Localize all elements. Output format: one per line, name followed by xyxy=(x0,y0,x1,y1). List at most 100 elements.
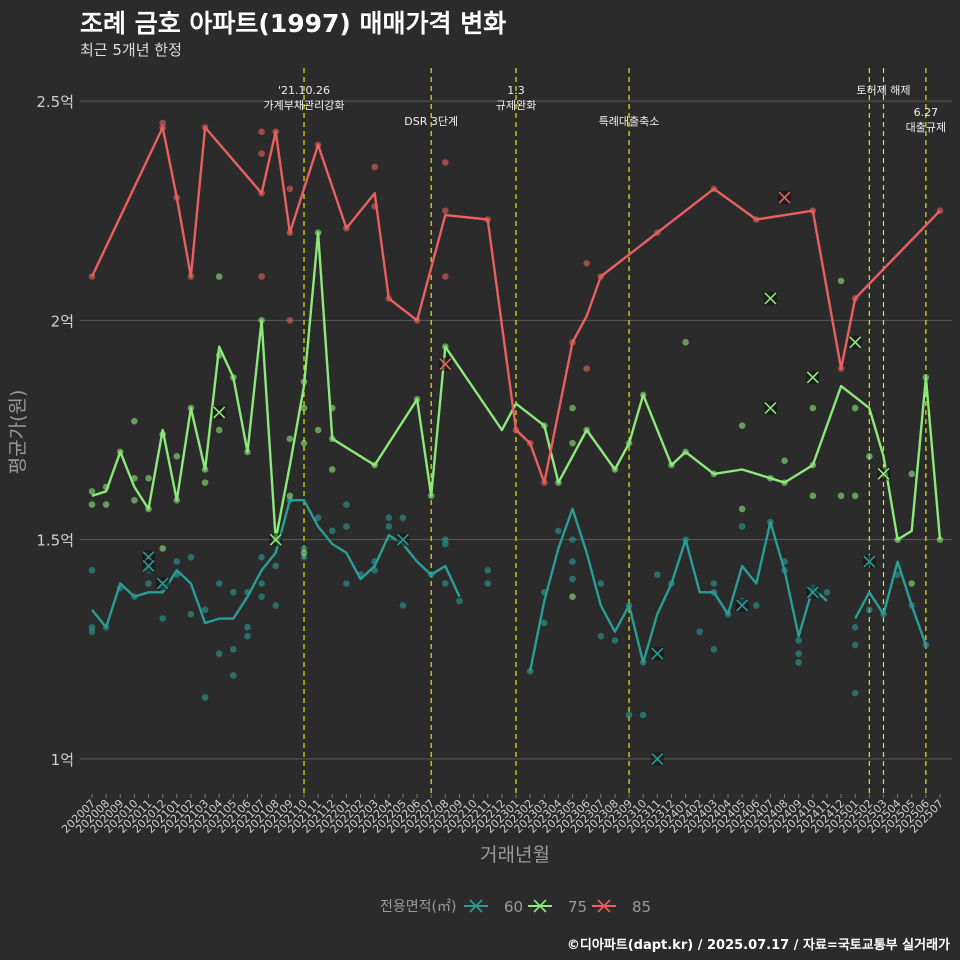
cross-stroke xyxy=(863,555,876,568)
series-85 xyxy=(88,119,944,486)
cross-stroke xyxy=(778,191,791,204)
data-point xyxy=(258,593,265,600)
data-point xyxy=(851,404,859,412)
chart-subtitle: 최근 5개년 한정 xyxy=(80,41,182,59)
data-point xyxy=(738,523,746,530)
data-point xyxy=(540,619,548,627)
data-point xyxy=(639,711,647,719)
data-point xyxy=(866,606,873,614)
data-point xyxy=(611,637,619,644)
data-point xyxy=(286,492,294,500)
data-point xyxy=(936,536,944,543)
x-axis-ticks: 2020072020082020092020102020112020122021… xyxy=(59,794,946,836)
event-label: 가계부채관리강화 xyxy=(264,99,345,112)
data-point xyxy=(908,580,916,587)
cross-stroke xyxy=(142,559,155,573)
cross-stroke xyxy=(877,467,890,480)
data-point xyxy=(300,549,308,557)
cross-marker xyxy=(156,576,170,590)
cross-stroke xyxy=(849,336,862,349)
data-point xyxy=(300,404,308,412)
data-point xyxy=(752,602,760,609)
cross-marker xyxy=(806,585,820,599)
data-point xyxy=(555,527,562,535)
event-label: DSR 3단계 xyxy=(404,115,458,128)
series-75 xyxy=(88,229,944,600)
data-point xyxy=(837,277,845,285)
data-point xyxy=(328,466,336,473)
data-point xyxy=(399,514,407,522)
data-point xyxy=(173,453,181,460)
cross-marker xyxy=(269,533,283,547)
cross-marker xyxy=(650,647,664,661)
data-point xyxy=(696,628,704,636)
cross-stroke xyxy=(213,406,226,419)
legend-key-cross xyxy=(597,899,611,913)
cross-marker xyxy=(862,555,876,569)
data-point xyxy=(286,435,294,443)
series-line xyxy=(90,126,941,484)
data-point xyxy=(258,553,265,561)
data-point xyxy=(215,650,223,657)
data-point xyxy=(343,580,350,587)
data-point xyxy=(484,580,492,587)
data-point xyxy=(894,571,901,579)
series-layer xyxy=(88,119,944,766)
data-point xyxy=(442,159,449,166)
data-point xyxy=(187,553,195,561)
event-label: '21.10.26 xyxy=(278,84,330,97)
data-point xyxy=(851,492,859,500)
cross-stroke xyxy=(764,292,777,305)
event-label: 대출규제 xyxy=(906,121,946,134)
data-point xyxy=(173,558,181,565)
data-point xyxy=(851,641,859,649)
x-axis-label: 거래년월 xyxy=(480,844,550,866)
cross-marker xyxy=(142,559,156,573)
data-point xyxy=(102,501,110,508)
y-tick-label: 1억 xyxy=(51,751,74,769)
data-point xyxy=(371,163,378,171)
data-point xyxy=(286,317,294,324)
cross-marker xyxy=(778,191,792,205)
y-axis-label: 평균가(원) xyxy=(7,390,29,475)
cross-marker xyxy=(848,335,862,349)
event-label: 규제완화 xyxy=(496,99,536,112)
data-point xyxy=(215,273,223,280)
data-point xyxy=(442,540,449,548)
data-point xyxy=(88,628,96,636)
data-point xyxy=(244,632,251,640)
data-point xyxy=(385,523,393,530)
cross-stroke xyxy=(806,371,819,384)
data-point xyxy=(187,610,195,618)
data-point xyxy=(583,365,590,372)
data-point xyxy=(583,260,590,267)
cross-marker xyxy=(735,598,749,612)
cross-marker xyxy=(763,291,777,305)
cross-stroke xyxy=(736,599,749,612)
y-axis-ticks: 1억 1.5억 2억 2.5억 xyxy=(36,93,74,769)
cross-marker xyxy=(763,401,777,415)
cross-marker xyxy=(212,405,226,419)
data-point xyxy=(88,567,96,574)
data-point xyxy=(244,624,251,631)
cross-stroke xyxy=(651,647,664,660)
event-label: 토허제 해제 xyxy=(856,83,910,97)
data-point xyxy=(230,588,237,596)
data-point xyxy=(328,527,336,535)
data-point xyxy=(795,637,802,644)
data-point xyxy=(851,624,859,631)
data-point xyxy=(837,492,845,500)
legend-label: 60 xyxy=(504,898,523,916)
data-point xyxy=(851,689,859,697)
series-line xyxy=(528,507,828,672)
data-point xyxy=(809,492,817,500)
data-point xyxy=(230,672,237,679)
data-point xyxy=(215,426,223,434)
legend-key-cross xyxy=(469,899,483,913)
data-point xyxy=(88,488,96,495)
data-point xyxy=(442,580,449,587)
data-point xyxy=(300,439,308,447)
data-point xyxy=(442,273,449,280)
data-point xyxy=(625,711,633,719)
